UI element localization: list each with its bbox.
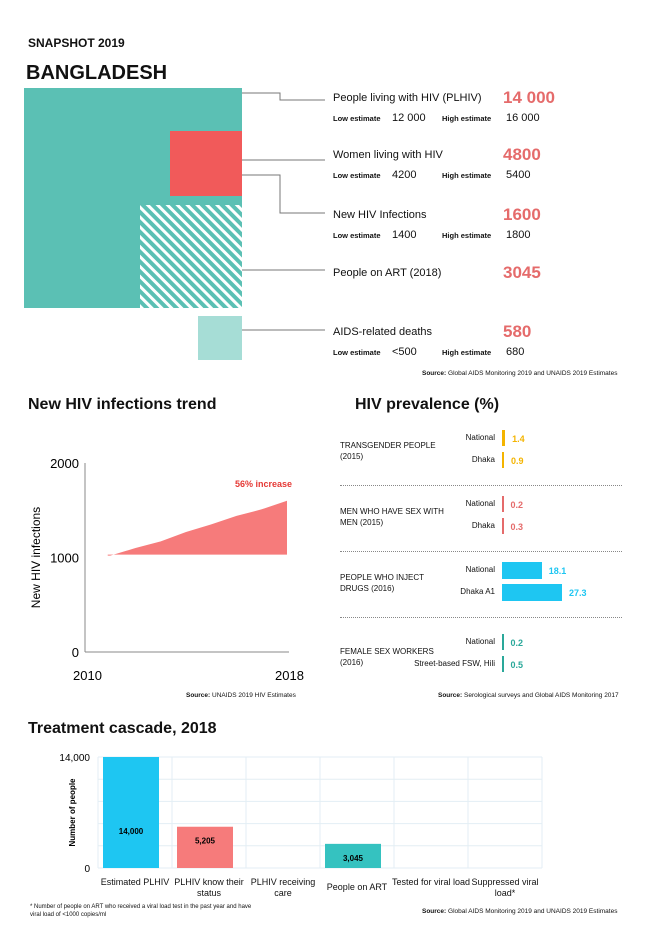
prevalence-group-label: MEN WHO HAVE SEX WITH MEN (2015) xyxy=(340,507,444,527)
estimate-label: AIDS-related deaths xyxy=(333,326,433,338)
prevalence-source: Source: Serological surveys and Global A… xyxy=(438,692,619,699)
prevalence-item-label: Dhaka xyxy=(471,455,495,464)
trend-title: New HIV infections trend xyxy=(28,396,217,413)
estimate-value: 1600 xyxy=(503,205,541,224)
prevalence-bar xyxy=(502,634,504,650)
high-estimate-value: 16 000 xyxy=(506,112,540,124)
prevalence-bar xyxy=(502,430,506,446)
estimate-label: New HIV Infections xyxy=(333,209,427,221)
estimate-value: 4800 xyxy=(503,145,541,164)
prevalence-item-label: National xyxy=(465,499,495,508)
trend-area xyxy=(107,500,287,556)
cascade-data-label: 14,000 xyxy=(119,827,144,836)
high-estimate-label: High estimate xyxy=(442,171,492,180)
cascade-chart: 14,000 0 Number of people 14,000 5,205 3,045 xyxy=(59,753,543,875)
prevalence-bar xyxy=(502,518,504,534)
estimates-source: Source: Global AIDS Monitoring 2019 and … xyxy=(422,370,618,377)
y-tick-label: 2000 xyxy=(50,456,79,471)
estimate-value: 3045 xyxy=(503,263,541,282)
low-estimate-label: Low estimate xyxy=(333,231,381,240)
prevalence-item-label: Street-based FSW, Hili xyxy=(414,659,495,668)
cascade-category-label: PLHIV know their status xyxy=(174,877,244,898)
estimate-value: 14 000 xyxy=(503,88,555,107)
high-estimate-value: 680 xyxy=(506,346,525,358)
y-tick-label: 14,000 xyxy=(59,753,90,764)
prevalence-bar xyxy=(502,656,504,672)
high-estimate-label: High estimate xyxy=(442,231,492,240)
prevalence-bar xyxy=(502,562,542,579)
trend-chart: 0 1000 2000 2010 2018 56% increase New HIV inf… xyxy=(29,456,304,683)
y-axis-label: New HIV infections xyxy=(29,507,43,608)
cascade-category-label: Estimated PLHIV xyxy=(100,877,170,887)
prevalence-value: 1.4 xyxy=(512,434,525,444)
prevalence-value: 0.2 xyxy=(510,500,524,510)
prevalence-bar xyxy=(502,584,562,601)
cascade-title: Treatment cascade, 2018 xyxy=(28,720,217,737)
high-estimate-value: 1800 xyxy=(506,229,531,241)
high-estimate-value: 5400 xyxy=(506,169,531,181)
prevalence-value: 0.9 xyxy=(510,456,524,466)
x-tick-label: 2018 xyxy=(275,668,304,683)
prevalence-title: HIV prevalence (%) xyxy=(355,396,500,413)
high-estimate-label: High estimate xyxy=(442,348,492,357)
prevalence-item-label: National xyxy=(465,637,495,646)
y-tick-label: 1000 xyxy=(50,551,79,566)
cascade-source: Source: Global AIDS Monitoring 2019 and … xyxy=(422,908,618,915)
divider xyxy=(340,617,622,618)
treemap-graphic xyxy=(24,88,325,360)
cascade-bar xyxy=(325,843,381,868)
prevalence-item-label: Dhaka A1 xyxy=(460,587,495,596)
cascade-category-label: Suppressed viral load* xyxy=(471,877,539,898)
y-axis-label: Number of people xyxy=(68,778,77,847)
low-estimate-value: 4200 xyxy=(392,169,417,181)
cascade-category-label: Tested for viral load xyxy=(391,877,471,887)
connector-lines xyxy=(242,92,325,331)
prevalence-bar xyxy=(502,496,504,512)
high-estimate-label: High estimate xyxy=(442,114,492,123)
low-estimate-value: 1400 xyxy=(392,229,417,241)
cascade-category-label: People on ART xyxy=(326,882,388,892)
cascade-category-label: PLHIV receiving care xyxy=(250,877,316,898)
low-estimate-value: 12 000 xyxy=(392,112,426,124)
divider xyxy=(340,485,622,486)
prevalence-value: 18.1 xyxy=(548,566,567,576)
deaths-block xyxy=(198,316,242,360)
snapshot-label: SNAPSHOT 2019 xyxy=(28,36,125,50)
x-tick-label: 2010 xyxy=(73,668,102,683)
low-estimate-value: <500 xyxy=(392,346,417,358)
prevalence-item-label: National xyxy=(465,565,495,574)
prevalence-bar xyxy=(502,452,504,468)
y-tick-label: 0 xyxy=(72,645,79,660)
estimate-label: People on ART (2018) xyxy=(333,267,442,279)
trend-annotation: 56% increase xyxy=(235,479,292,489)
estimate-label: Women living with HIV xyxy=(333,149,443,161)
low-estimate-label: Low estimate xyxy=(333,348,381,357)
low-estimate-label: Low estimate xyxy=(333,171,381,180)
cascade-data-label: 5,205 xyxy=(195,837,216,846)
prevalence-group-label: PEOPLE WHO INJECT DRUGS (2016) xyxy=(340,573,424,593)
prevalence-item-label: Dhaka xyxy=(471,521,495,530)
new-infections-block xyxy=(140,205,242,308)
prevalence-value: 0.5 xyxy=(510,660,524,670)
country-title: BANGLADESH xyxy=(26,62,168,84)
trend-source: Source: UNAIDS 2019 HIV Estimates xyxy=(186,692,296,699)
divider xyxy=(340,551,622,552)
women-block xyxy=(170,131,242,196)
cascade-bar xyxy=(103,757,159,868)
estimate-label: People living with HIV (PLHIV) xyxy=(333,92,482,104)
prevalence-value: 0.2 xyxy=(510,638,524,648)
cascade-footnote: * Number of people on ART who received a… xyxy=(30,904,252,918)
cascade-bar xyxy=(177,826,233,868)
estimate-value: 580 xyxy=(503,322,532,341)
prevalence-group-label: TRANSGENDER PEOPLE (2015) xyxy=(340,441,436,461)
prevalence-value: 27.3 xyxy=(569,588,587,598)
prevalence-item-label: National xyxy=(465,433,495,442)
prevalence-value: 0.3 xyxy=(510,522,524,532)
prevalence-group-label: FEMALE SEX WORKERS (2016) xyxy=(340,647,434,667)
cascade-data-label: 3,045 xyxy=(343,854,364,863)
y-tick-label: 0 xyxy=(84,864,90,875)
low-estimate-label: Low estimate xyxy=(333,114,381,123)
